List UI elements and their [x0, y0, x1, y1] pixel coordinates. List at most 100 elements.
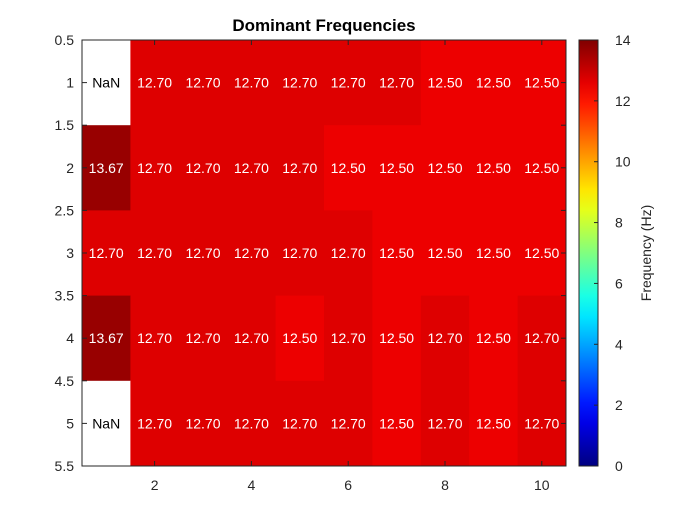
x-axis: 2 4 6 8 10 [151, 40, 550, 493]
heatmap-cell [275, 295, 325, 382]
heatmap-cell-label: 12.50 [476, 245, 511, 261]
heatmap-cell-label: 12.70 [331, 415, 366, 431]
heatmap-cell-label: 12.50 [379, 415, 414, 431]
y-tick-label: 5 [66, 415, 74, 431]
heatmap-cell [372, 125, 422, 211]
heatmap-cell-label: 12.70 [282, 75, 317, 91]
heatmap-cell-label: 12.70 [185, 75, 220, 91]
heatmap-cell-label: 12.70 [137, 160, 172, 176]
y-tick-label: 1 [66, 75, 74, 91]
heatmap-cell [324, 295, 373, 382]
heatmap-cell [469, 380, 518, 467]
colorbar-tick-label: 6 [615, 275, 623, 291]
heatmap-cell-label: 12.70 [137, 330, 172, 346]
heatmap-cell [82, 40, 131, 126]
colorbar-tick-label: 2 [615, 397, 623, 413]
heatmap-cell [227, 40, 276, 126]
heatmap-cell-label: 12.70 [234, 415, 269, 431]
x-tick-label: 4 [248, 477, 256, 493]
y-tick-label: 4.5 [55, 373, 75, 389]
heatmap-cell-label: 12.50 [282, 330, 317, 346]
heatmap-cell [275, 380, 325, 467]
heatmap-cell [469, 210, 518, 296]
heatmap-cell-label: 12.70 [282, 415, 317, 431]
heatmap-cell-label: 12.50 [379, 160, 414, 176]
y-axis: 0.5 1 1.5 2 2.5 3 3.5 4 4.5 5 5.5 [55, 32, 566, 474]
heatmap-cells [82, 40, 567, 467]
heatmap-cell [372, 380, 422, 467]
heatmap-cell-label: 12.70 [137, 75, 172, 91]
heatmap-cell [517, 210, 567, 296]
heatmap-cell [227, 295, 276, 382]
heatmap-cell-label: 12.50 [476, 160, 511, 176]
heatmap-cell-labels: NaN 12.70 12.70 12.70 12.70 12.70 12.70 12.50 12… [89, 75, 560, 432]
colorbar-tick-label: 8 [615, 215, 623, 231]
heatmap-cell [469, 125, 518, 211]
heatmap-cell [517, 125, 567, 211]
heatmap-cell [130, 380, 180, 467]
colorbar-tick-label: 0 [615, 458, 623, 474]
heatmap-cell [178, 40, 228, 126]
heatmap-cell [324, 210, 373, 296]
heatmap-cell-label: 12.50 [524, 75, 559, 91]
heatmap-cell-label: 12.70 [282, 160, 317, 176]
heatmap-cell [420, 40, 470, 126]
heatmap-cell [227, 125, 276, 211]
heatmap-cell-label: 12.50 [427, 160, 462, 176]
heatmap-cell-label: 12.70 [234, 245, 269, 261]
heatmap-cell-label: 12.70 [137, 415, 172, 431]
heatmap-cell [420, 380, 470, 467]
heatmap-cell [469, 295, 518, 382]
colorbar-tick-label: 4 [615, 336, 623, 352]
heatmap-cell-label: 12.50 [476, 330, 511, 346]
heatmap-cell [178, 295, 228, 382]
heatmap-cell-label: 12.70 [89, 245, 124, 261]
heatmap-cell [227, 210, 276, 296]
heatmap-cell-label: 12.50 [427, 245, 462, 261]
y-tick-label: 1.5 [55, 117, 75, 133]
heatmap-cell-label: 12.50 [476, 75, 511, 91]
x-tick-label: 6 [344, 477, 352, 493]
heatmap-cell [420, 295, 470, 382]
heatmap-cell [275, 210, 325, 296]
y-tick-label: 4 [66, 330, 74, 346]
colorbar-tick-label: 10 [615, 154, 631, 170]
colorbar-tick-label: 12 [615, 93, 631, 109]
heatmap-cell [130, 210, 180, 296]
heatmap-cell [517, 40, 567, 126]
heatmap-cell [227, 380, 276, 467]
colorbar [578, 39, 599, 467]
heatmap-cell [275, 40, 325, 126]
heatmap-cell-label: NaN [92, 415, 120, 431]
heatmap-cell-label: 13.67 [89, 160, 124, 176]
heatmap-cell [130, 40, 180, 126]
chart-title: Dominant Frequencies [232, 16, 415, 35]
heatmap-cell-label: 12.50 [379, 330, 414, 346]
heatmap-cell [469, 40, 518, 126]
heatmap-cell [420, 210, 470, 296]
heatmap-cell [324, 40, 373, 126]
heatmap-cell [82, 210, 131, 296]
heatmap-cell-label: 12.70 [331, 75, 366, 91]
heatmap-cell-label: 12.70 [185, 415, 220, 431]
heatmap-cell [178, 125, 228, 211]
heatmap-cell-label: 12.70 [427, 415, 462, 431]
heatmap-cell-label: 12.70 [379, 75, 414, 91]
heatmap-cell [372, 40, 422, 126]
heatmap-cell-label: 12.70 [234, 330, 269, 346]
x-tick-label: 8 [441, 477, 449, 493]
heatmap-cell-label: 12.70 [331, 330, 366, 346]
heatmap-cell-label: NaN [92, 75, 120, 91]
heatmap-cell [82, 295, 131, 382]
heatmap-cell-label: 12.70 [524, 330, 559, 346]
heatmap-cell [372, 210, 422, 296]
heatmap-cell-label: 12.70 [137, 245, 172, 261]
heatmap-cell [130, 125, 180, 211]
heatmap-cell [324, 125, 373, 211]
heatmap-cell [275, 125, 325, 211]
heatmap-cell-label: 12.50 [379, 245, 414, 261]
heatmap-cell [82, 380, 131, 467]
heatmap-cell-label: 12.50 [331, 160, 366, 176]
y-tick-label: 5.5 [55, 458, 75, 474]
